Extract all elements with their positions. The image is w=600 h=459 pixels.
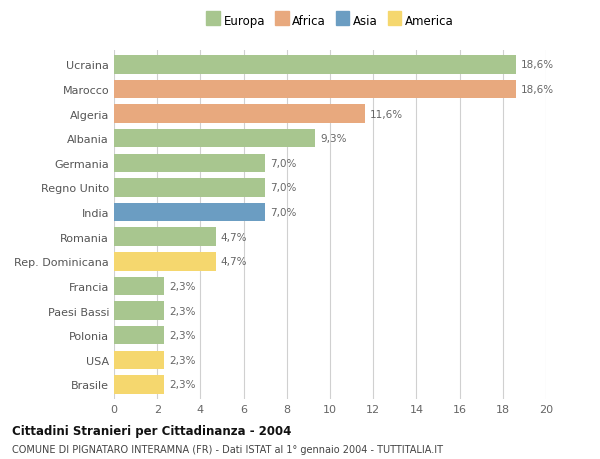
Text: 7,0%: 7,0% bbox=[271, 207, 297, 218]
Bar bbox=[114, 375, 164, 394]
Text: 18,6%: 18,6% bbox=[521, 85, 554, 95]
Bar bbox=[114, 81, 516, 99]
Text: 9,3%: 9,3% bbox=[320, 134, 347, 144]
Text: 4,7%: 4,7% bbox=[221, 232, 247, 242]
Bar bbox=[114, 179, 265, 197]
Text: 2,3%: 2,3% bbox=[169, 281, 196, 291]
Text: 18,6%: 18,6% bbox=[521, 60, 554, 70]
Text: 4,7%: 4,7% bbox=[221, 257, 247, 267]
Text: COMUNE DI PIGNATARO INTERAMNA (FR) - Dati ISTAT al 1° gennaio 2004 - TUTTITALIA.: COMUNE DI PIGNATARO INTERAMNA (FR) - Dat… bbox=[12, 444, 443, 454]
Text: 2,3%: 2,3% bbox=[169, 330, 196, 341]
Text: 2,3%: 2,3% bbox=[169, 355, 196, 365]
Bar bbox=[114, 154, 265, 173]
Bar bbox=[114, 56, 516, 74]
Bar bbox=[114, 252, 215, 271]
Bar bbox=[114, 351, 164, 369]
Text: 11,6%: 11,6% bbox=[370, 109, 403, 119]
Text: 2,3%: 2,3% bbox=[169, 380, 196, 390]
Bar bbox=[114, 277, 164, 296]
Bar bbox=[114, 203, 265, 222]
Bar bbox=[114, 105, 365, 123]
Text: 2,3%: 2,3% bbox=[169, 306, 196, 316]
Text: Cittadini Stranieri per Cittadinanza - 2004: Cittadini Stranieri per Cittadinanza - 2… bbox=[12, 424, 292, 437]
Bar bbox=[114, 326, 164, 345]
Bar bbox=[114, 302, 164, 320]
Bar bbox=[114, 228, 215, 246]
Bar bbox=[114, 130, 315, 148]
Text: 7,0%: 7,0% bbox=[271, 158, 297, 168]
Text: 7,0%: 7,0% bbox=[271, 183, 297, 193]
Legend: Europa, Africa, Asia, America: Europa, Africa, Asia, America bbox=[203, 11, 458, 31]
